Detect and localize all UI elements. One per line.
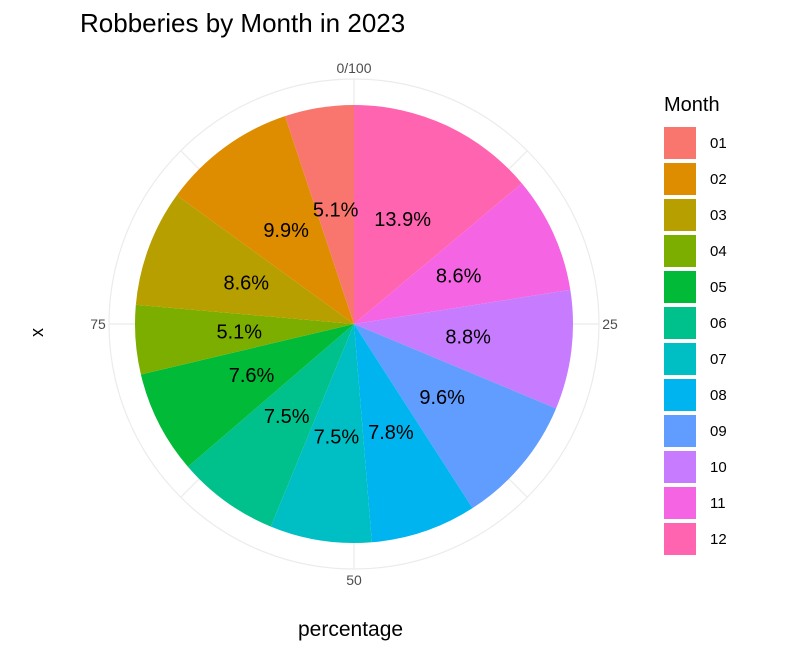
legend-item-10: 10 <box>664 449 727 485</box>
chart-title: Robberies by Month in 2023 <box>80 8 406 38</box>
slice-label-04: 5.1% <box>217 321 263 343</box>
legend-item-03: 03 <box>664 197 727 233</box>
slice-label-12: 13.9% <box>374 209 431 231</box>
pie-slice-10 <box>354 289 573 409</box>
angular-ticks: 0/100 25 50 75 <box>90 60 618 588</box>
pie-slice-06 <box>187 324 354 527</box>
legend-label: 12 <box>710 530 727 548</box>
angular-tick-label: 50 <box>346 572 362 588</box>
legend-item-09: 09 <box>664 413 727 449</box>
legend: Month 01 02 03 04 05 06 07 08 09 10 11 12 <box>664 94 727 557</box>
legend-label: 02 <box>710 170 727 188</box>
legend-label: 01 <box>710 134 727 152</box>
legend-swatch <box>664 415 696 447</box>
legend-item-02: 02 <box>664 161 727 197</box>
slice-label-05: 7.6% <box>229 365 275 387</box>
slice-label-01: 5.1% <box>313 199 359 221</box>
pie-slice-03 <box>135 195 354 324</box>
angular-tick-label: 75 <box>90 316 106 332</box>
legend-label: 07 <box>710 350 727 368</box>
slice-label-03: 8.6% <box>223 273 269 295</box>
pie-slice-09 <box>354 324 557 509</box>
pie-slices <box>134 105 573 543</box>
pie-slice-12 <box>354 105 522 324</box>
legend-swatch <box>664 487 696 519</box>
pie-slice-07 <box>270 324 372 543</box>
slice-labels: 13.9% 8.6% 8.8% 9.6%7.8% 7.5%7.5% 7.6% 5.1% 8.6… <box>217 199 492 448</box>
pie-slice-01 <box>285 105 354 324</box>
legend-title: Month <box>664 94 720 116</box>
legend-label: 10 <box>710 458 727 476</box>
slice-label-08: 7.8% <box>368 422 414 444</box>
legend-swatch <box>664 307 696 339</box>
legend-item-01: 01 <box>664 125 727 161</box>
legend-item-04: 04 <box>664 233 727 269</box>
x-axis-title: percentage <box>298 618 404 641</box>
legend-item-05: 05 <box>664 269 727 305</box>
y-axis-title: x <box>27 328 47 337</box>
slice-label-02: 9.9% <box>263 220 309 242</box>
pie-slice-02 <box>176 116 354 324</box>
legend-swatch <box>664 379 696 411</box>
legend-item-08: 08 <box>664 377 727 413</box>
angular-tick-label: 0/100 <box>336 60 371 76</box>
slice-label-11: 8.6% <box>436 265 482 287</box>
angular-tick-label: 25 <box>602 316 618 332</box>
legend-item-11: 11 <box>664 485 727 521</box>
legend-item-06: 06 <box>664 305 727 341</box>
legend-swatch <box>664 343 696 375</box>
pie-slice-05 <box>140 324 354 467</box>
legend-label: 06 <box>710 314 727 332</box>
legend-swatch <box>664 451 696 483</box>
pie-slice-11 <box>354 183 571 324</box>
legend-item-07: 07 <box>664 341 727 377</box>
legend-label: 03 <box>710 206 727 224</box>
legend-label: 04 <box>710 242 727 260</box>
legend-swatch <box>664 163 696 195</box>
legend-label: 11 <box>710 494 726 512</box>
slice-label-06: 7.5% <box>264 406 310 428</box>
pie-slice-08 <box>354 324 473 543</box>
pie-slice-04 <box>134 304 354 375</box>
legend-swatch <box>664 271 696 303</box>
legend-swatch <box>664 127 696 159</box>
slice-label-09: 9.6% <box>419 387 465 409</box>
legend-item-12: 12 <box>664 521 727 557</box>
slice-label-10: 8.8% <box>445 327 491 349</box>
legend-swatch <box>664 199 696 231</box>
legend-label: 08 <box>710 386 727 404</box>
legend-items: 01 02 03 04 05 06 07 08 09 10 11 12 <box>664 125 727 557</box>
legend-swatch <box>664 235 696 267</box>
legend-label: 09 <box>710 422 727 440</box>
legend-swatch <box>664 523 696 555</box>
slice-label-07: 7.5% <box>314 427 360 449</box>
legend-label: 05 <box>710 278 727 296</box>
